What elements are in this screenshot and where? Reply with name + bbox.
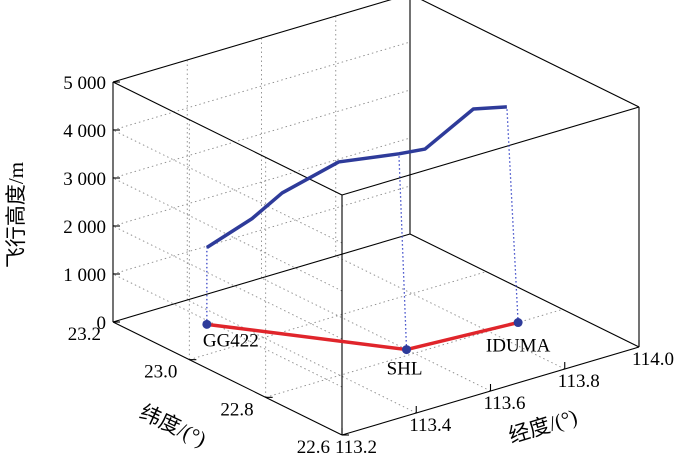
- waypoint-marker: [402, 345, 412, 355]
- grid-line: [187, 299, 417, 414]
- drop-line: [506, 106, 519, 323]
- box-edge: [341, 106, 640, 196]
- x-tick-label: 113.8: [558, 371, 600, 392]
- z-tick-label: 2 000: [63, 217, 106, 238]
- waypoint-label: GG422: [203, 330, 259, 351]
- grid-line: [112, 225, 343, 340]
- box-frame: [112, 0, 640, 436]
- y-axis-title: 纬度/(°): [136, 400, 210, 451]
- grid-line: [112, 129, 343, 244]
- box-edge: [112, 81, 343, 196]
- grid-line: [261, 277, 491, 392]
- y-tick-label: 23.0: [144, 362, 177, 383]
- y-tick-label: 23.2: [68, 324, 101, 345]
- box-edge: [112, 321, 343, 436]
- box-edge: [112, 0, 392, 83]
- waypoint-marker: [202, 319, 212, 329]
- grid-line: [112, 273, 343, 388]
- waypoint-marker: [513, 318, 523, 328]
- z-tick-label: 4 000: [63, 121, 106, 142]
- y-tick-label: 22.8: [220, 399, 253, 420]
- x-tick-label: 113.6: [483, 393, 525, 414]
- drop-lines: [206, 106, 519, 350]
- box-edge: [420, 0, 640, 108]
- x-tick-label: 113.4: [409, 415, 452, 436]
- z-tick-label: 1 000: [63, 265, 106, 286]
- grid-line: [112, 177, 343, 292]
- waypoint-label: SHL: [387, 359, 423, 380]
- z-tick-label: 5 000: [63, 73, 106, 94]
- z-tick-label: 0: [97, 313, 107, 334]
- grid-line: [112, 41, 411, 131]
- y-tick-label: 22.6: [297, 437, 330, 456]
- series-layer: [202, 105, 523, 355]
- label-layer: 113.2 113.4 113.6 113.8 114.0 23.2 23.0 22.8 22.…: [4, 73, 674, 456]
- z-axis-title: 飞行高度/m: [4, 162, 28, 268]
- x-tick-label: 114.0: [632, 349, 674, 370]
- grid-line: [112, 185, 411, 275]
- grid-layer: [112, 16, 565, 414]
- x-tick-label: 113.2: [335, 437, 377, 456]
- box-edge: [409, 233, 640, 348]
- box-edge: [112, 233, 411, 323]
- z-tick-label: 3 000: [63, 169, 106, 190]
- waypoint-label: IDUMA: [486, 336, 551, 357]
- flight-altitude-line: [205, 105, 507, 250]
- grid-line: [335, 255, 565, 370]
- drop-line: [398, 153, 408, 350]
